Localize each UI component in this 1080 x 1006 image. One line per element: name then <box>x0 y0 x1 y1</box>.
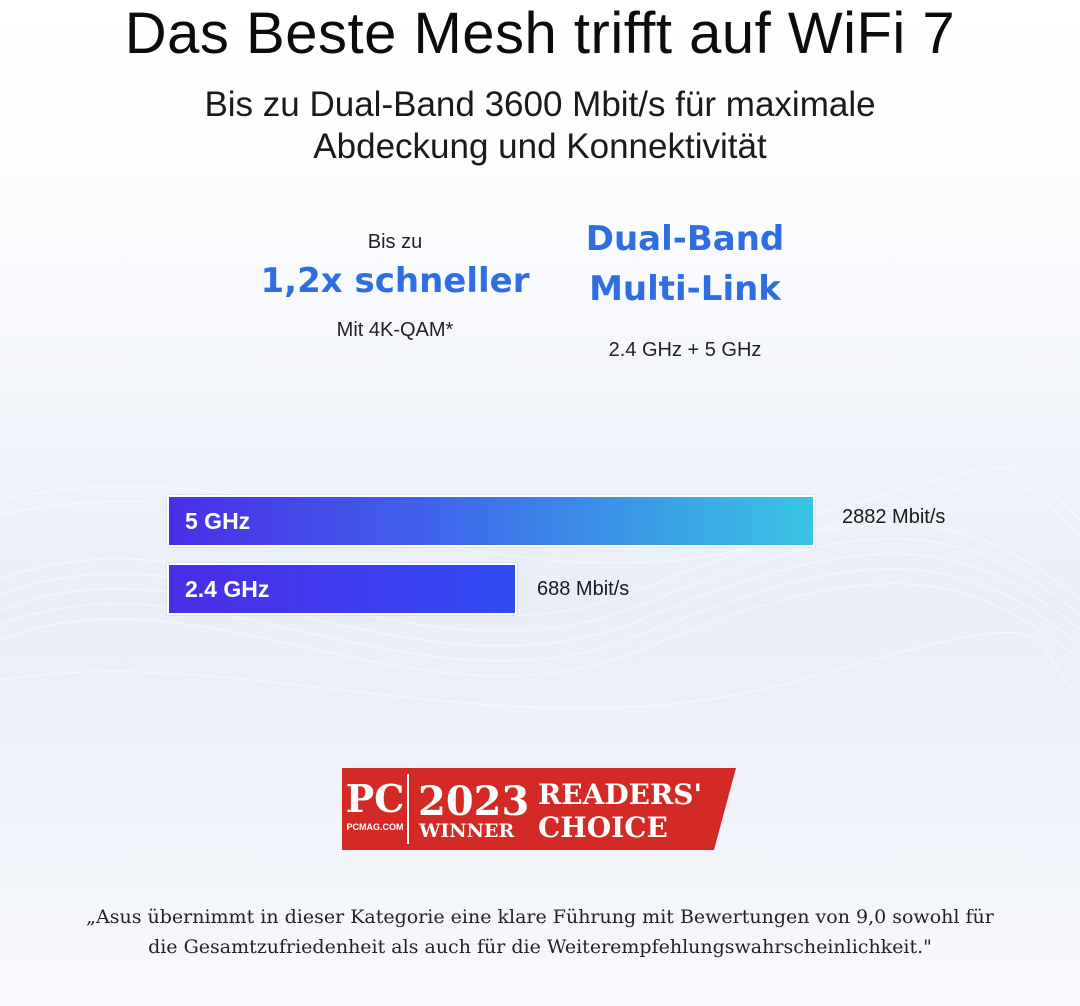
bar-5ghz: 5 GHz <box>167 495 815 547</box>
subline-line-1: Bis zu Dual-Band 3600 Mbit/s für maximal… <box>204 85 876 124</box>
bar-24ghz-label: 2.4 GHz <box>185 575 270 602</box>
badge-logo: PC <box>346 776 405 821</box>
review-quote-line-1: „Asus übernimmt in dieser Kategorie eine… <box>86 906 994 928</box>
speed-stat-note: Mit 4K-QAM* <box>336 319 454 341</box>
speed-stat: Bis zu 1,2x schneller Mit 4K-QAM* <box>240 228 550 344</box>
multilink-stat-title-2: Multi-Link <box>589 269 781 309</box>
badge-year: 2023 <box>418 778 529 825</box>
badge-choice: CHOICE <box>538 811 668 844</box>
badge-background <box>342 768 736 850</box>
headline: Das Beste Mesh trifft auf WiFi 7 <box>124 1 956 66</box>
bar-24ghz: 2.4 GHz <box>167 563 517 615</box>
bar-5ghz-label: 5 GHz <box>185 507 251 534</box>
badge-winner: WINNER <box>418 820 514 842</box>
badge-readers: READERS' <box>538 778 702 811</box>
review-quote: „Asus übernimmt in dieser Kategorie eine… <box>0 902 1080 962</box>
multilink-stat: Dual-Band Multi-Link 2.4 GHz + 5 GHz <box>530 214 840 364</box>
bar-24ghz-value: 688 Mbit/s <box>537 578 630 600</box>
speed-stat-value: 1,2x schneller <box>260 261 530 301</box>
speed-stat-prefix: Bis zu <box>367 231 423 253</box>
bar-5ghz-value: 2882 Mbit/s <box>842 506 946 528</box>
review-quote-line-2: die Gesamtzufriedenheit als auch für die… <box>148 936 932 958</box>
subline-line-2: Abdeckung und Konnektivität <box>313 127 767 166</box>
badge-logo-sub: PCMAG.COM <box>347 822 404 832</box>
pcmag-award-badge: PC PCMAG.COM 2023 WINNER READERS' CHOICE <box>342 768 736 850</box>
multilink-stat-note: 2.4 GHz + 5 GHz <box>608 339 762 361</box>
multilink-stat-title-1: Dual-Band <box>585 219 785 259</box>
subline: Bis zu Dual-Band 3600 Mbit/s für maximal… <box>0 84 1080 168</box>
